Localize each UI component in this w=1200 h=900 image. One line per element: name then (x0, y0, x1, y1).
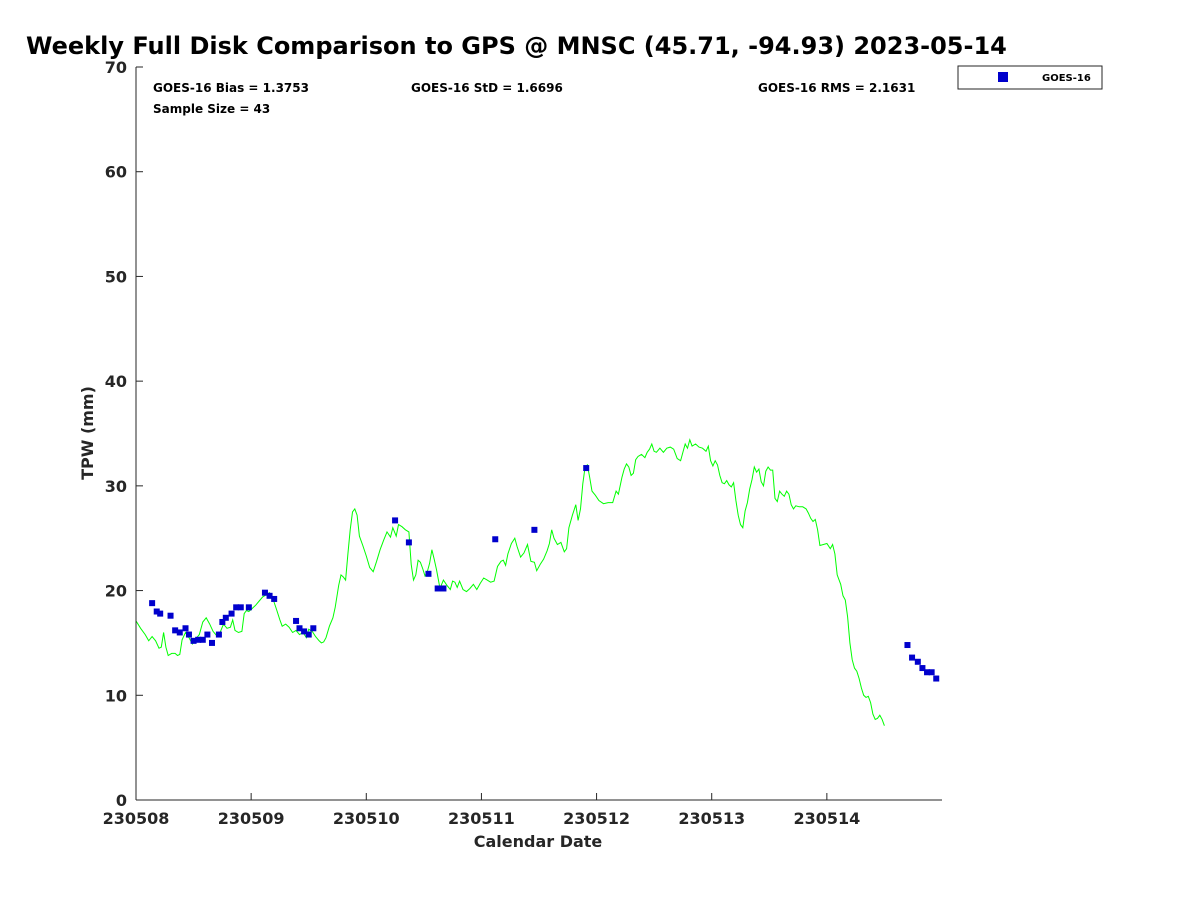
goes16-point (928, 669, 935, 676)
legend-box (957, 65, 1103, 90)
y-axis-label: TPW (mm) (78, 386, 97, 480)
x-tick-group: 230508 230509 230510 230511 230512 230513 2305… (103, 793, 860, 828)
legend-marker (998, 72, 1008, 82)
y-tick-group: 0 10 20 30 40 50 60 70 (105, 58, 143, 810)
goes16-point (149, 600, 156, 607)
y-tick-label: 60 (105, 163, 127, 182)
goes16-point (440, 585, 447, 592)
x-tick-label: 230513 (678, 809, 745, 828)
x-tick-label: 230508 (103, 809, 170, 828)
goes16-point (310, 625, 317, 632)
goes16-point (222, 614, 229, 621)
gps-line-layer (135, 438, 885, 726)
bias-stat: GOES-16 Bias = 1.3753 (153, 81, 309, 95)
x-tick-label: 230512 (563, 809, 630, 828)
goes16-point (199, 636, 206, 643)
x-tick-label: 230510 (333, 809, 400, 828)
goes16-point (919, 665, 926, 672)
goes16-point (909, 654, 916, 661)
goes16-point (190, 637, 197, 644)
goes16-point (233, 604, 240, 611)
goes16-point (305, 631, 312, 638)
legend: GOES-16 (957, 65, 1103, 90)
goes16-point (583, 465, 590, 472)
goes16-point (296, 625, 303, 632)
x-tick-label: 230511 (448, 809, 515, 828)
y-tick-label: 30 (105, 477, 127, 496)
goes16-point (271, 595, 278, 602)
goes16-marker-layer (149, 465, 940, 682)
goes16-point (405, 539, 412, 546)
chart-title: Weekly Full Disk Comparison to GPS @ MNS… (26, 32, 1007, 60)
goes16-point (215, 631, 222, 638)
goes16-point (185, 631, 192, 638)
y-tick-label: 70 (105, 58, 127, 77)
legend-label: GOES-16 (1042, 73, 1091, 84)
gps-series-line (135, 438, 885, 726)
x-tick-label: 230514 (793, 809, 860, 828)
goes16-point (176, 629, 183, 636)
goes16-point (492, 536, 499, 543)
goes16-point (392, 517, 399, 524)
goes16-point (924, 669, 931, 676)
goes16-point (425, 570, 432, 577)
plot-area (136, 67, 942, 800)
goes16-point (293, 617, 300, 624)
goes16-point (172, 627, 179, 634)
goes16-point (182, 625, 189, 632)
y-tick-label: 0 (116, 791, 127, 810)
goes16-point (261, 589, 268, 596)
goes16-point (195, 636, 202, 643)
y-tick-label: 10 (105, 686, 127, 705)
goes16-point (301, 628, 308, 635)
goes16-point (204, 631, 211, 638)
y-tick-label: 40 (105, 372, 127, 391)
goes16-point (219, 618, 226, 625)
y-tick-label: 20 (105, 582, 127, 601)
goes16-point (531, 526, 538, 533)
goes16-point (208, 639, 215, 646)
y-tick-label: 50 (105, 267, 127, 286)
goes16-point (933, 675, 940, 682)
x-axis-label: Calendar Date (474, 832, 603, 851)
goes16-point (904, 642, 911, 649)
goes16-point (434, 585, 441, 592)
goes16-point (266, 592, 273, 599)
goes16-point (237, 604, 244, 611)
goes16-point (157, 610, 164, 617)
goes16-point (153, 608, 160, 615)
goes16-point (228, 610, 235, 617)
x-tick-label: 230509 (218, 809, 285, 828)
rms-stat: GOES-16 RMS = 2.1631 (758, 81, 915, 95)
goes16-point (245, 604, 252, 611)
goes16-point (914, 658, 921, 665)
sample-size-stat: Sample Size = 43 (153, 102, 270, 116)
goes16-point (167, 612, 174, 619)
std-stat: GOES-16 StD = 1.6696 (411, 81, 563, 95)
